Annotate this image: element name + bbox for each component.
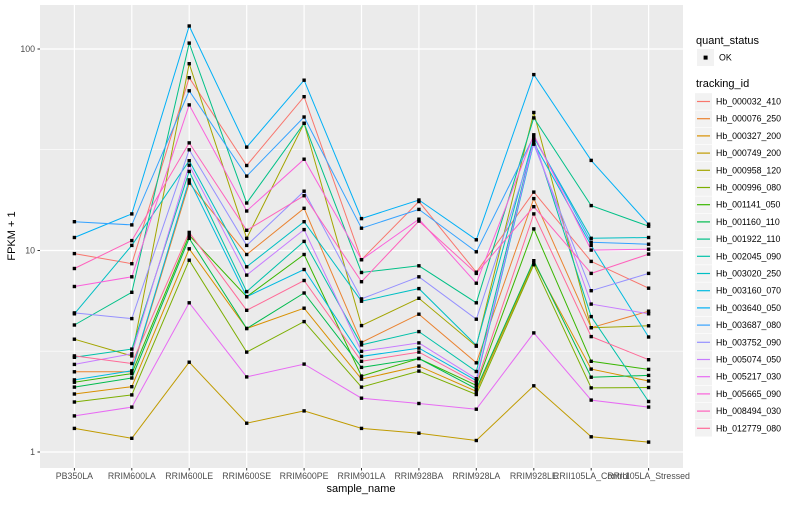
svg-text:RRIM600PE: RRIM600PE [280,471,329,481]
svg-text:Hb_000749_200: Hb_000749_200 [716,148,781,158]
svg-text:RRIM928LE: RRIM928LE [510,471,558,481]
svg-text:RRII105LA_Stressed: RRII105LA_Stressed [607,471,690,481]
svg-text:Hb_005217_030: Hb_005217_030 [716,372,781,382]
svg-text:10: 10 [25,246,35,256]
svg-text:Hb_003752_090: Hb_003752_090 [716,337,781,347]
svg-text:Hb_003020_250: Hb_003020_250 [716,269,781,279]
svg-text:Hb_001141_050: Hb_001141_050 [716,200,781,210]
svg-text:Hb_008494_030: Hb_008494_030 [716,406,781,416]
svg-text:Hb_001922_110: Hb_001922_110 [716,234,781,244]
svg-text:RRIM928LA: RRIM928LA [452,471,500,481]
svg-text:Hb_000958_120: Hb_000958_120 [716,165,781,175]
svg-text:Hb_000076_250: Hb_000076_250 [716,114,781,124]
svg-text:RRII105LA_Control: RRII105LA_Control [553,471,629,481]
svg-text:PB350LA: PB350LA [56,471,93,481]
svg-text:Hb_005665_090: Hb_005665_090 [716,389,781,399]
svg-text:Hb_003160_070: Hb_003160_070 [716,286,781,296]
svg-text:Hb_005074_050: Hb_005074_050 [716,355,781,365]
svg-text:RRIM928BA: RRIM928BA [394,471,443,481]
svg-text:tracking_id: tracking_id [696,78,749,90]
svg-text:RRIM600SE: RRIM600SE [222,471,271,481]
svg-text:RRIM600LE: RRIM600LE [165,471,213,481]
svg-text:quant_status: quant_status [696,35,759,47]
svg-text:Hb_000996_080: Hb_000996_080 [716,183,781,193]
svg-text:1: 1 [30,447,35,457]
svg-text:Hb_002045_090: Hb_002045_090 [716,251,781,261]
svg-text:Hb_012779_080: Hb_012779_080 [716,423,781,433]
svg-text:Hb_000032_410: Hb_000032_410 [716,97,781,107]
svg-text:Hb_003640_050: Hb_003640_050 [716,303,781,313]
svg-text:OK: OK [719,53,732,63]
svg-text:Hb_003687_080: Hb_003687_080 [716,320,781,330]
svg-text:Hb_001160_110: Hb_001160_110 [716,217,780,227]
svg-text:sample_name: sample_name [326,483,395,495]
svg-text:RRIM901LA: RRIM901LA [338,471,386,481]
svg-text:RRIM600LA: RRIM600LA [108,471,156,481]
svg-text:FPKM + 1: FPKM + 1 [6,211,18,260]
svg-text:Hb_000327_200: Hb_000327_200 [716,131,781,141]
svg-text:100: 100 [20,44,35,54]
